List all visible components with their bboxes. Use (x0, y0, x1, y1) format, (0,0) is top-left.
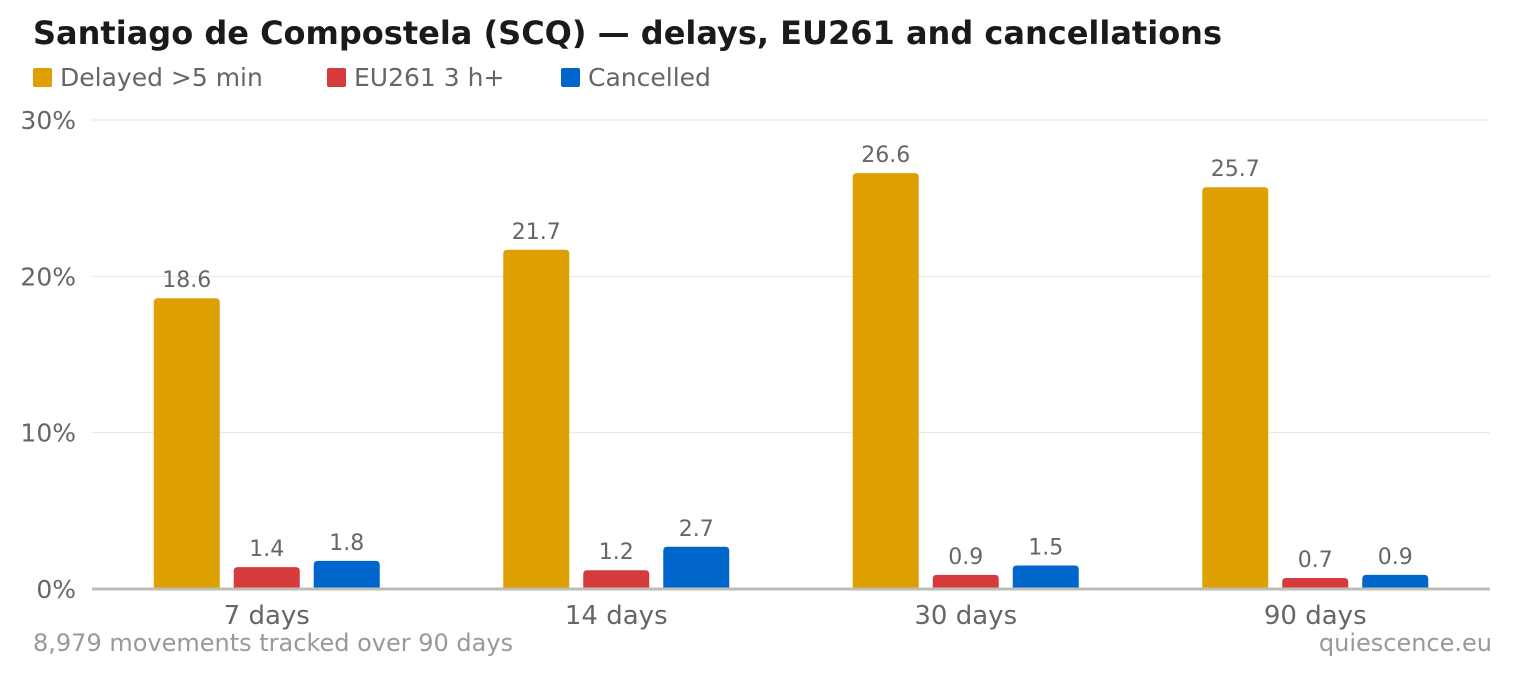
bar-delayed-5-min-7-days (153, 298, 220, 589)
chart-title: Santiago de Compostela (SCQ) — delays, E… (33, 14, 1222, 52)
value-label-delayed-5-min-30-days: 26.6 (861, 143, 910, 168)
x-category-90-days: 90 days (1264, 601, 1367, 631)
legend-label-delayed-5-min: Delayed >5 min (60, 63, 263, 92)
footer-note: 8,979 movements tracked over 90 days (33, 629, 513, 657)
value-label-eu261-3-h-14-days: 1.2 (599, 540, 634, 565)
legend-swatch-eu261-3-h (327, 68, 346, 87)
bar-delayed-5-min-30-days (852, 173, 919, 590)
x-category-14-days: 14 days (565, 601, 668, 631)
y-tick-label: 30% (20, 106, 76, 135)
gridlines (92, 119, 1490, 434)
value-label-eu261-3-h-30-days: 0.9 (948, 545, 983, 570)
value-label-eu261-3-h-7-days: 1.4 (249, 537, 284, 562)
bar-eu261-3-h-90-days (1282, 578, 1349, 589)
bars (153, 173, 1429, 590)
bar-delayed-5-min-90-days (1202, 187, 1269, 589)
legend-label-cancelled: Cancelled (588, 63, 711, 92)
value-label-cancelled-90-days: 0.9 (1378, 545, 1413, 570)
bar-cancelled-90-days (1362, 574, 1429, 589)
bar-delayed-5-min-14-days (503, 249, 570, 590)
bar-cancelled-30-days (1012, 565, 1079, 589)
x-category-7-days: 7 days (224, 601, 310, 631)
value-label-cancelled-14-days: 2.7 (679, 517, 714, 542)
bar-eu261-3-h-7-days (233, 567, 300, 589)
value-label-delayed-5-min-90-days: 25.7 (1211, 157, 1260, 182)
legend: Delayed >5 min EU261 3 h+ Cancelled (33, 63, 711, 92)
value-label-cancelled-30-days: 1.5 (1028, 536, 1063, 561)
value-labels: 18.6 1.4 1.8 21.7 1.2 2.7 26.6 0.9 1.5 25.7 0.7 0.9 (162, 143, 1412, 573)
value-label-eu261-3-h-90-days: 0.7 (1298, 548, 1333, 573)
bar-cancelled-14-days (663, 546, 730, 589)
bar-eu261-3-h-30-days (932, 574, 999, 589)
bar-eu261-3-h-14-days (583, 570, 650, 589)
value-label-delayed-5-min-7-days: 18.6 (162, 268, 211, 293)
legend-swatch-cancelled (561, 68, 580, 87)
x-category-30-days: 30 days (914, 601, 1017, 631)
legend-swatch-delayed-5-min (33, 68, 52, 87)
y-tick-label: 10% (20, 419, 76, 448)
bar-cancelled-7-days (313, 560, 380, 589)
legend-label-eu261-3-h: EU261 3 h+ (354, 63, 504, 92)
y-tick-label: 20% (20, 262, 76, 291)
footer-source: quiescence.eu (1319, 629, 1492, 657)
y-axis-ticks: 0% 10% 20% 30% (20, 106, 76, 604)
value-label-cancelled-7-days: 1.8 (329, 531, 364, 556)
y-tick-label: 0% (36, 575, 76, 604)
x-axis-categories: 7 days 14 days 30 days 90 days (224, 601, 1367, 631)
value-label-delayed-5-min-14-days: 21.7 (512, 220, 561, 245)
